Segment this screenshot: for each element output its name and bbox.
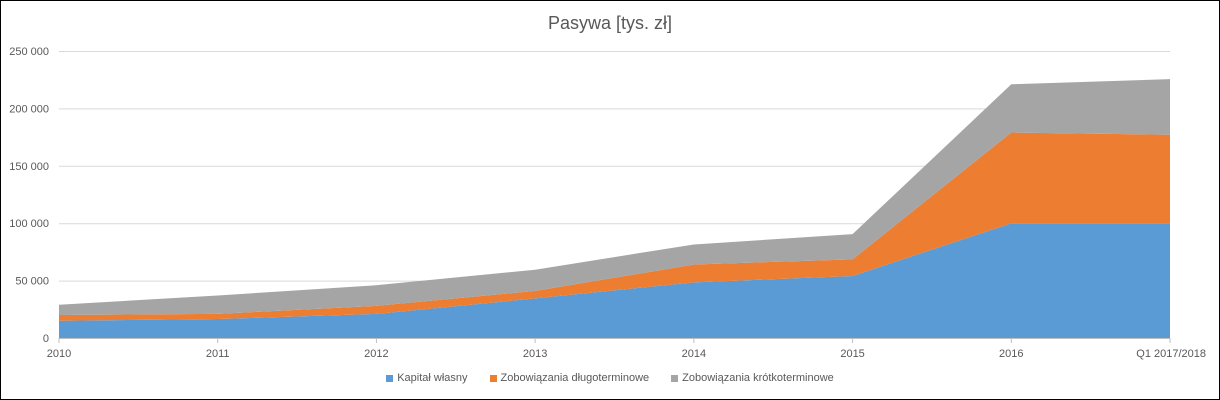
legend-label: Zobowiązania długoterminowe <box>500 372 650 384</box>
chart-legend: Kapitał własny Zobowiązania długoterminow… <box>0 372 1220 384</box>
area-series-2 <box>59 132 1170 321</box>
x-tick-label: 2016 <box>999 348 1023 360</box>
x-tick-label: 2013 <box>523 348 547 360</box>
legend-label: Zobowiązania krótkoterminowe <box>682 372 834 384</box>
x-tick-label: 2014 <box>682 348 706 360</box>
legend-item-2: Zobowiązania długoterminowe <box>489 372 650 384</box>
legend-label: Kapitał własny <box>397 372 468 384</box>
area-series-group <box>59 79 1170 338</box>
legend-swatch <box>671 374 679 382</box>
x-tick-label: 2012 <box>364 348 388 360</box>
y-tick-label: 100 000 <box>9 218 49 230</box>
area-series-1 <box>59 223 1170 338</box>
x-tick-label: Q1 2017/2018 <box>1136 348 1206 360</box>
legend-item-3: Zobowiązania krótkoterminowe <box>671 372 834 384</box>
x-tick-label: 2010 <box>47 348 71 360</box>
y-tick-label: 150 000 <box>9 161 49 173</box>
x-tick-label: 2011 <box>206 348 230 360</box>
chart-title: Pasywa [tys. zł] <box>547 13 673 33</box>
axes: 0 50 000 100 000 150 000 200 000 250 000 2010 2… <box>9 46 1206 360</box>
y-tick-label: 50 000 <box>15 276 49 288</box>
legend-swatch <box>386 374 394 382</box>
legend-swatch <box>489 374 497 382</box>
y-tick-label: 0 <box>43 333 49 345</box>
y-tick-label: 200 000 <box>9 103 49 115</box>
x-tick-label: 2015 <box>840 348 864 360</box>
legend-item-1: Kapitał własny <box>386 372 468 384</box>
area-series-3 <box>59 79 1170 316</box>
y-tick-label: 250 000 <box>9 46 49 58</box>
